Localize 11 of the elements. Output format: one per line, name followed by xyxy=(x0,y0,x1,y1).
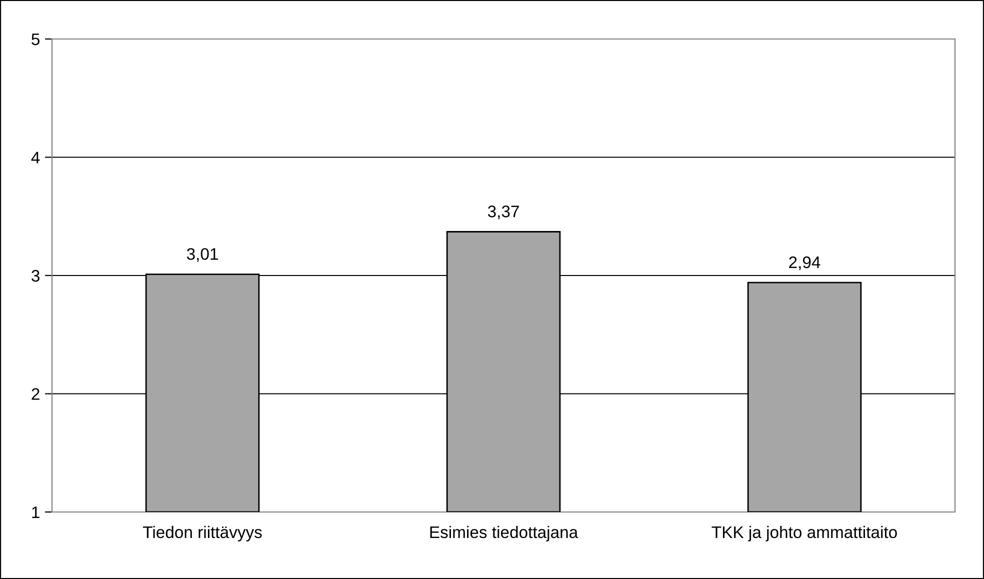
y-tick-label: 4 xyxy=(31,152,40,164)
y-tick-label: 2 xyxy=(32,388,40,400)
data-label: 3,01 xyxy=(186,248,218,262)
x-tick-label: Esimies tiedottajana xyxy=(430,526,578,542)
data-label: 2,94 xyxy=(789,256,820,270)
x-tick-label: Tiedon riittävyys xyxy=(142,526,262,542)
y-tick-label: 1 xyxy=(32,506,40,518)
y-tick-label: 3 xyxy=(32,270,40,282)
x-tick-label: TKK ja johto ammattitaito xyxy=(712,526,897,542)
y-tick-label: 5 xyxy=(32,34,40,46)
data-label: 3,37 xyxy=(488,206,519,220)
